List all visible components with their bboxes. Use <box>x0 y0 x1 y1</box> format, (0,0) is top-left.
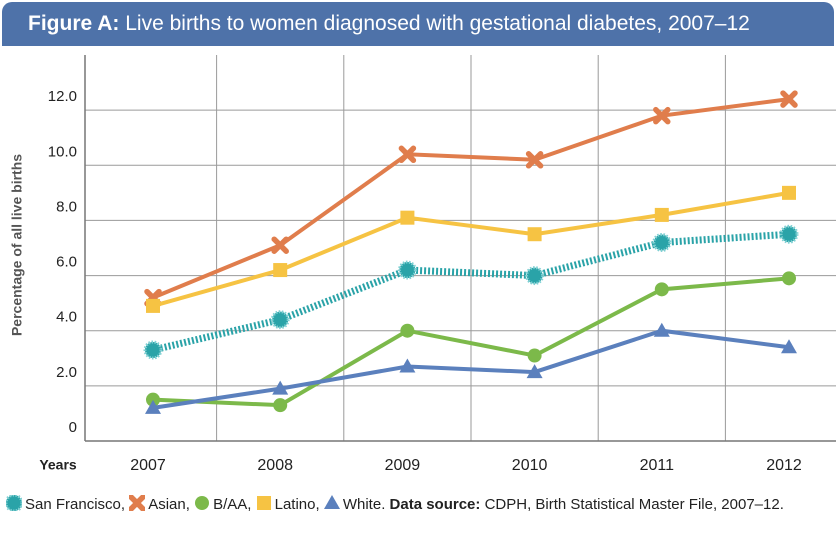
data-point <box>526 364 543 379</box>
data-point <box>397 260 417 280</box>
y-tick-label: 2.0 <box>56 364 77 381</box>
legend-marker <box>256 496 271 510</box>
y-tick-label: 0 <box>69 419 77 436</box>
data-point <box>527 227 542 242</box>
data-point <box>525 151 544 169</box>
source-label: Data source: <box>389 496 481 513</box>
data-point <box>273 398 288 413</box>
y-axis-label: Percentage of all live births <box>9 154 25 336</box>
source: CDPH, Birth Statistical Master File, 200… <box>484 496 784 513</box>
data-point <box>782 271 796 286</box>
legend-swatch <box>195 496 210 510</box>
data-point <box>145 399 161 414</box>
data-point <box>271 236 289 254</box>
data-point <box>398 145 417 164</box>
legend-swatch <box>256 496 271 510</box>
y-tick-label: 4.0 <box>56 309 77 326</box>
data-point <box>143 340 163 360</box>
legend-label: B/AA <box>213 496 248 513</box>
data-point <box>781 339 797 354</box>
legend-separator: , <box>120 496 126 513</box>
legend-label: Asian <box>148 496 186 513</box>
y-tick-label: 8.0 <box>56 198 77 215</box>
data-point <box>525 266 545 286</box>
legend-swatch <box>128 494 146 512</box>
data-point <box>527 348 542 363</box>
legend-label: White <box>342 496 382 513</box>
data-point <box>273 263 288 278</box>
legend-separator: , <box>315 496 320 513</box>
data-point <box>654 207 669 222</box>
title-label: Figure A: <box>28 12 120 35</box>
series-line <box>152 328 790 410</box>
chart-title: Live births to women diagnosed with gest… <box>125 12 750 35</box>
data-point <box>652 232 672 252</box>
y-tick-label: 12.0 <box>48 88 77 105</box>
x-tick-label: 2007 <box>130 457 166 474</box>
series-line <box>152 230 790 354</box>
legend-marker <box>4 493 24 513</box>
legend-label: San Francisco <box>25 496 121 513</box>
x-tick-label: 2010 <box>512 457 548 474</box>
x-tick-label: 2009 <box>385 457 421 474</box>
x-tick-label: 2011 <box>640 457 675 474</box>
chart: Percentage of all live births Years 0 2.0… <box>9 55 836 474</box>
data-point <box>653 106 671 125</box>
series-line <box>152 97 790 300</box>
y-tick-label: 10.0 <box>48 143 77 160</box>
data-point <box>399 358 416 373</box>
legend-marker <box>323 495 340 509</box>
data-point <box>779 224 799 244</box>
data-point <box>782 185 796 200</box>
series-line <box>152 190 790 308</box>
data-point <box>654 282 669 297</box>
data-point <box>653 322 670 337</box>
x-tick-label: 2012 <box>766 457 802 474</box>
data-point <box>400 210 415 225</box>
data-point <box>270 310 290 330</box>
series-line <box>152 276 790 408</box>
legend-separator: , <box>185 496 190 513</box>
data-point <box>146 298 160 313</box>
legend-swatch <box>4 493 24 513</box>
x-axis-label: Years <box>39 457 77 473</box>
data-point <box>780 90 798 108</box>
x-tick-label: 2008 <box>257 457 293 474</box>
legend-separator: . <box>381 496 386 513</box>
data-point <box>400 323 415 338</box>
data-point <box>146 392 160 407</box>
legend: San Francisco, Asian, B/AA, Latino, Whit… <box>4 493 806 515</box>
legend-separator: , <box>247 496 252 513</box>
legend-marker <box>128 494 146 512</box>
header: Figure A: Live births to women diagnosed… <box>2 2 834 46</box>
data-point <box>272 380 289 395</box>
legend-label: Latino <box>274 496 316 513</box>
y-tick-label: 6.0 <box>56 254 77 271</box>
legend-swatch <box>323 495 340 509</box>
legend-marker <box>195 496 210 510</box>
